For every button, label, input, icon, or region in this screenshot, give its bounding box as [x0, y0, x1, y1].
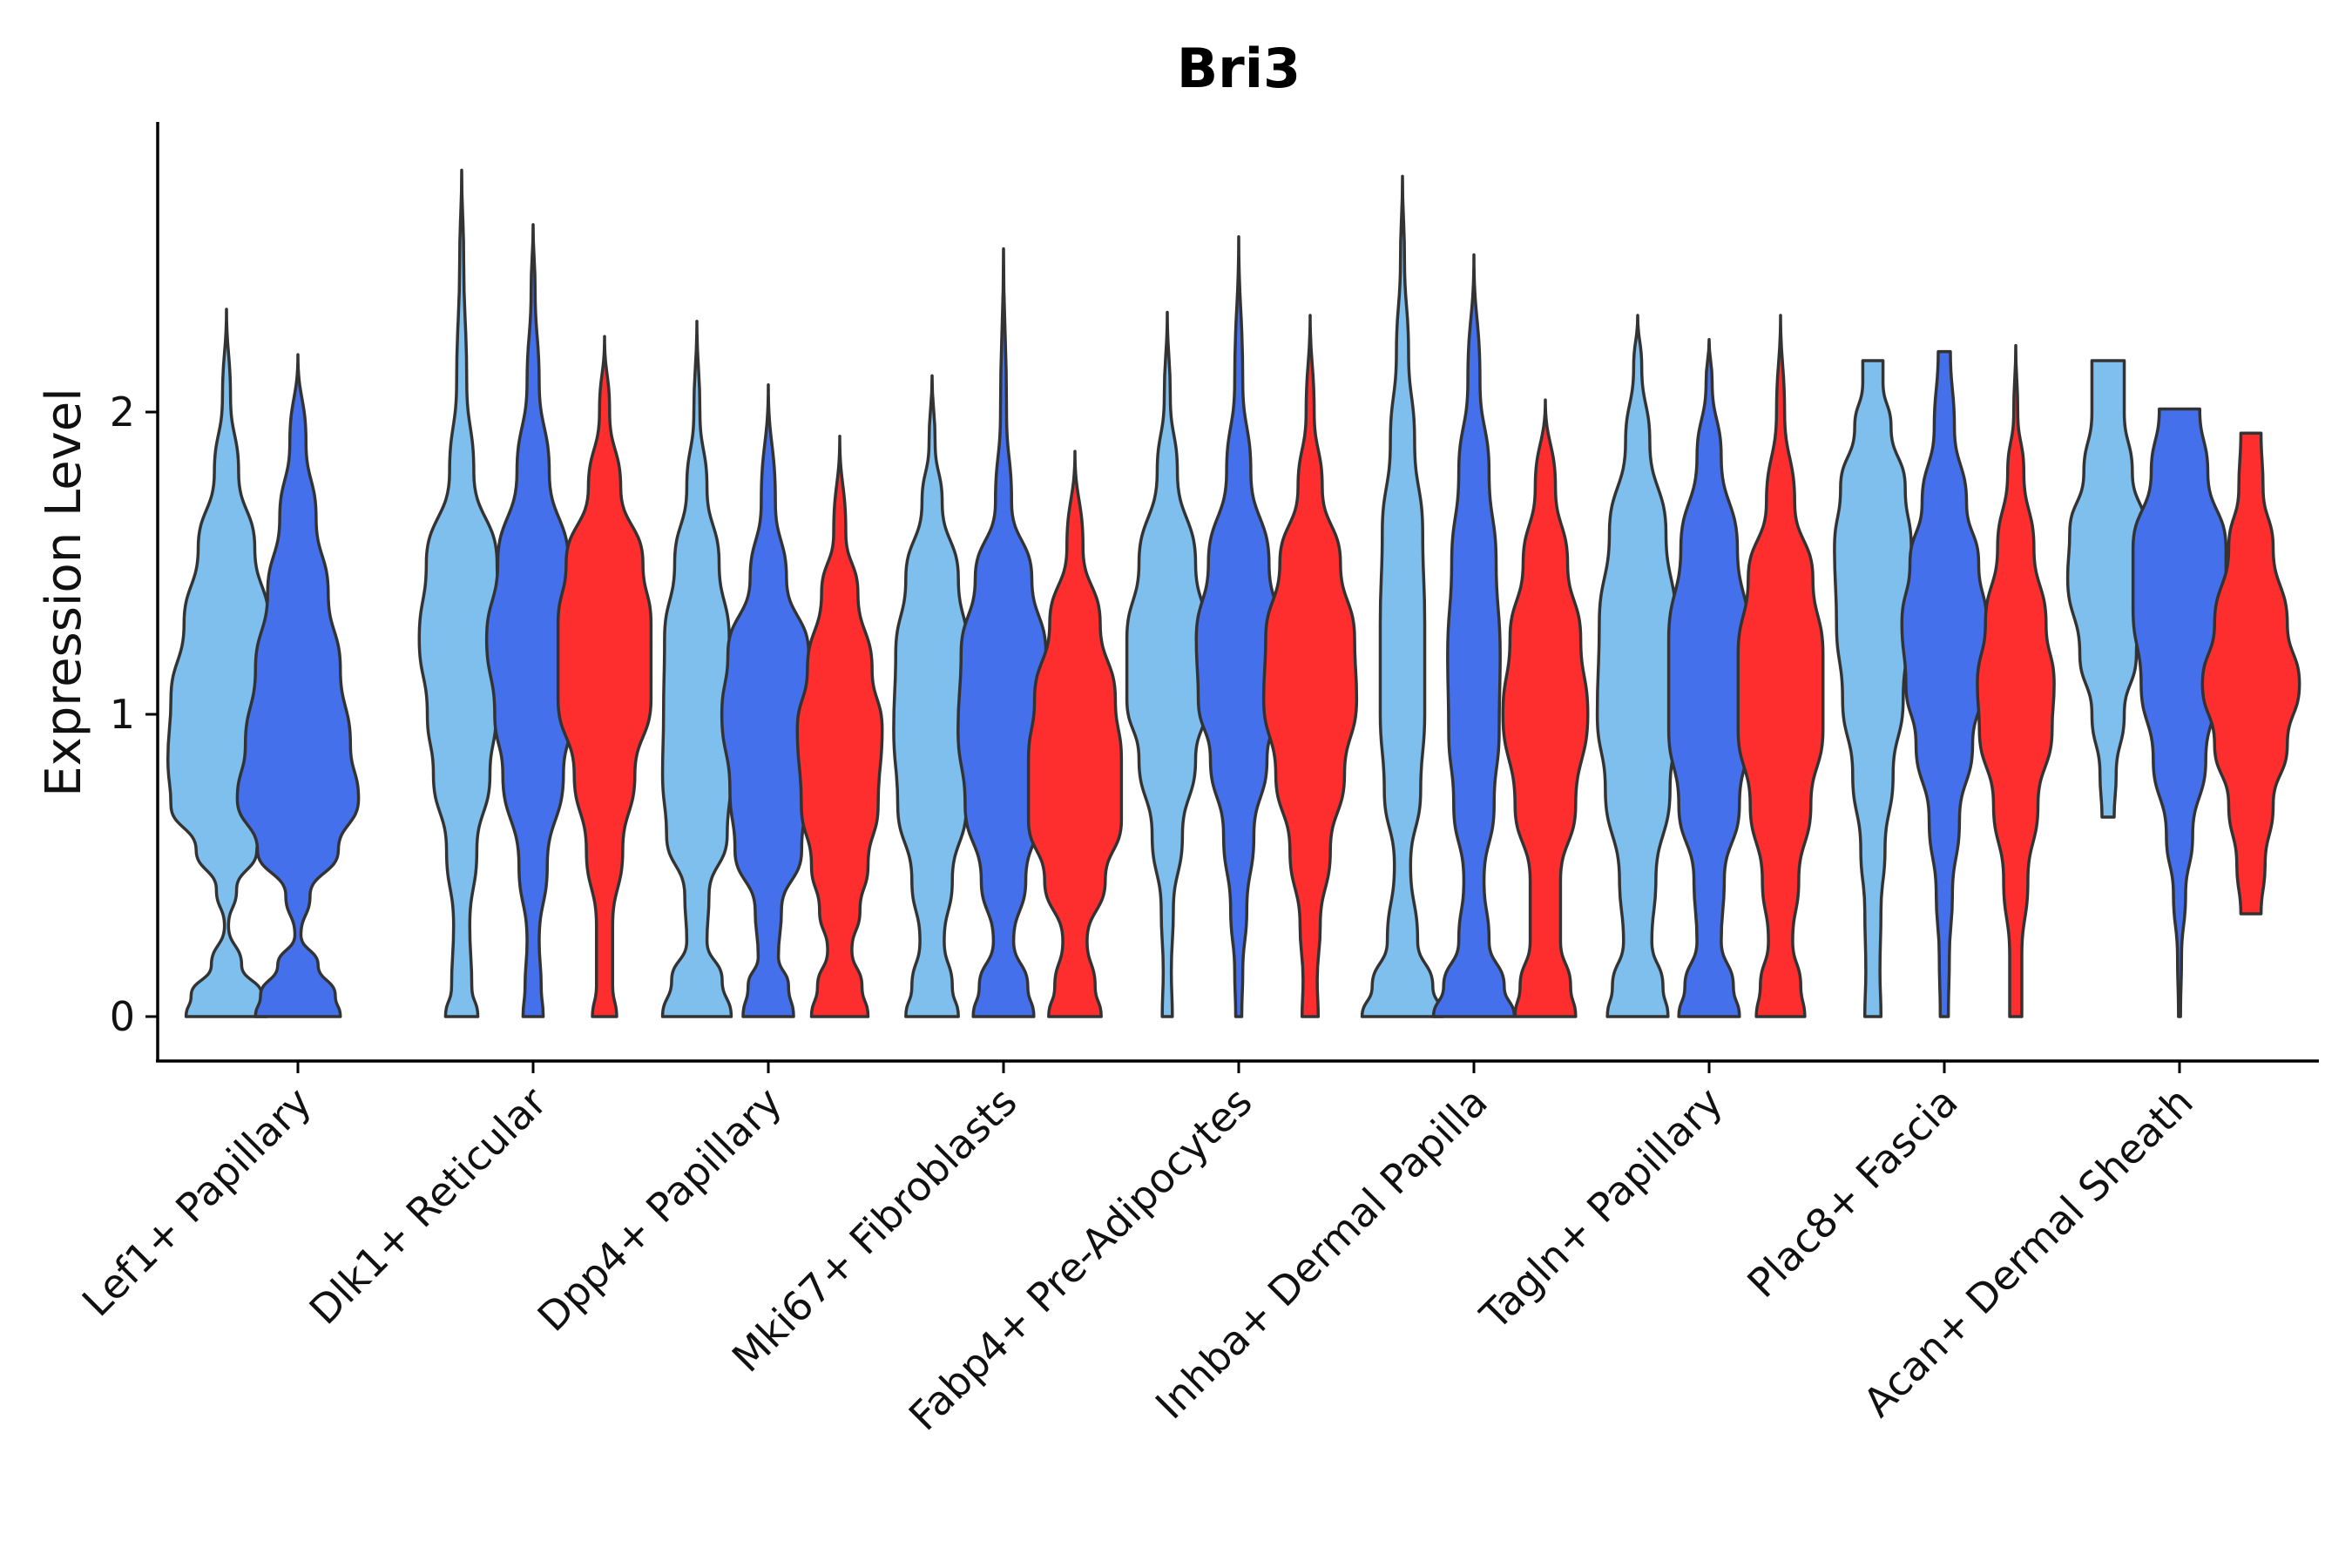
violin-dlk1-reticular-group-2 — [484, 223, 582, 1018]
violin-tagln-papillary-group-3 — [1736, 314, 1825, 1018]
x-tick-label: Dpp4+ Papillary — [529, 1078, 791, 1341]
violin-tagln-papillary-group-2 — [1666, 337, 1752, 1018]
violin-dpp4-papillary-group-2 — [720, 383, 817, 1018]
y-tick-label: 1 — [110, 691, 135, 738]
violin-fabp4-pre-adipocytes-group-1 — [1125, 310, 1210, 1018]
violin-dpp4-papillary-group-3 — [795, 435, 884, 1018]
y-tick-label: 0 — [110, 993, 135, 1040]
violin-inhba-dermal-papilla-group-3 — [1501, 398, 1590, 1018]
violin-dlk1-reticular-group-3 — [556, 335, 653, 1018]
violin-dlk1-reticular-group-1 — [417, 168, 506, 1018]
violin-acan-dermal-sheath-group-1 — [2065, 359, 2151, 819]
violin-dpp4-papillary-group-1 — [660, 320, 733, 1018]
violin-inhba-dermal-papilla-group-2 — [1431, 253, 1517, 1018]
y-tick-label: 2 — [110, 389, 135, 436]
violin-plac8-fascia-group-2 — [1900, 349, 1989, 1018]
chart-title: Bri3 — [1177, 37, 1301, 100]
violin-fabp4-pre-adipocytes-group-3 — [1261, 314, 1359, 1018]
x-tick-label: Plac8+ Fascia — [1738, 1078, 1966, 1307]
violin-mki67-fibroblasts-group-1 — [892, 374, 972, 1018]
violin-plac8-fascia-group-1 — [1833, 359, 1913, 1018]
violin-mki67-fibroblasts-group-3 — [1026, 449, 1124, 1018]
violin-layer — [166, 168, 2301, 1018]
violin-lef1-papillary-group-2 — [235, 353, 361, 1018]
violin-mki67-fibroblasts-group-2 — [956, 247, 1051, 1018]
violin-tagln-papillary-group-1 — [1595, 314, 1680, 1018]
x-tick-label: Lef1+ Papillary — [73, 1078, 321, 1326]
y-ticks: 0 1 2 — [110, 389, 158, 1040]
violin-acan-dermal-sheath-group-2 — [2131, 407, 2228, 1018]
violin-acan-dermal-sheath-group-3 — [2200, 431, 2301, 916]
x-tick-label: Tagln+ Papillary — [1470, 1078, 1732, 1340]
violin-plac8-fascia-group-3 — [1976, 343, 2056, 1018]
x-tick-label: Dlk1+ Reticular — [301, 1078, 556, 1334]
y-axis-label: Expression Level — [36, 388, 92, 797]
violin-inhba-dermal-papilla-group-1 — [1360, 174, 1445, 1018]
violin-fabp4-pre-adipocytes-group-2 — [1194, 234, 1283, 1018]
